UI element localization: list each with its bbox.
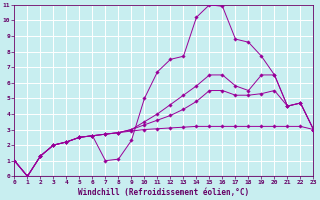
- X-axis label: Windchill (Refroidissement éolien,°C): Windchill (Refroidissement éolien,°C): [78, 188, 250, 197]
